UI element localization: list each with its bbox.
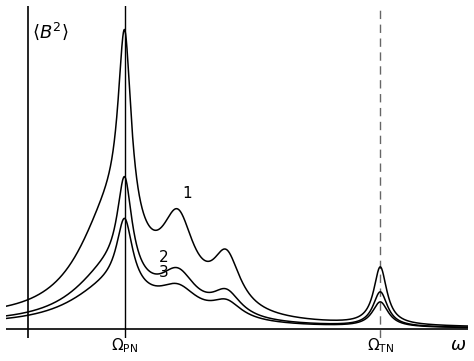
Text: 2: 2 [158, 250, 168, 265]
Text: $\Omega_{\rm TN}$: $\Omega_{\rm TN}$ [367, 336, 394, 355]
Text: 3: 3 [158, 265, 168, 280]
Text: $\omega$: $\omega$ [450, 336, 466, 355]
Text: 1: 1 [183, 186, 192, 201]
Text: $\langle B^2 \rangle$: $\langle B^2 \rangle$ [32, 21, 69, 42]
Text: $\Omega_{\rm PN}$: $\Omega_{\rm PN}$ [111, 336, 138, 355]
